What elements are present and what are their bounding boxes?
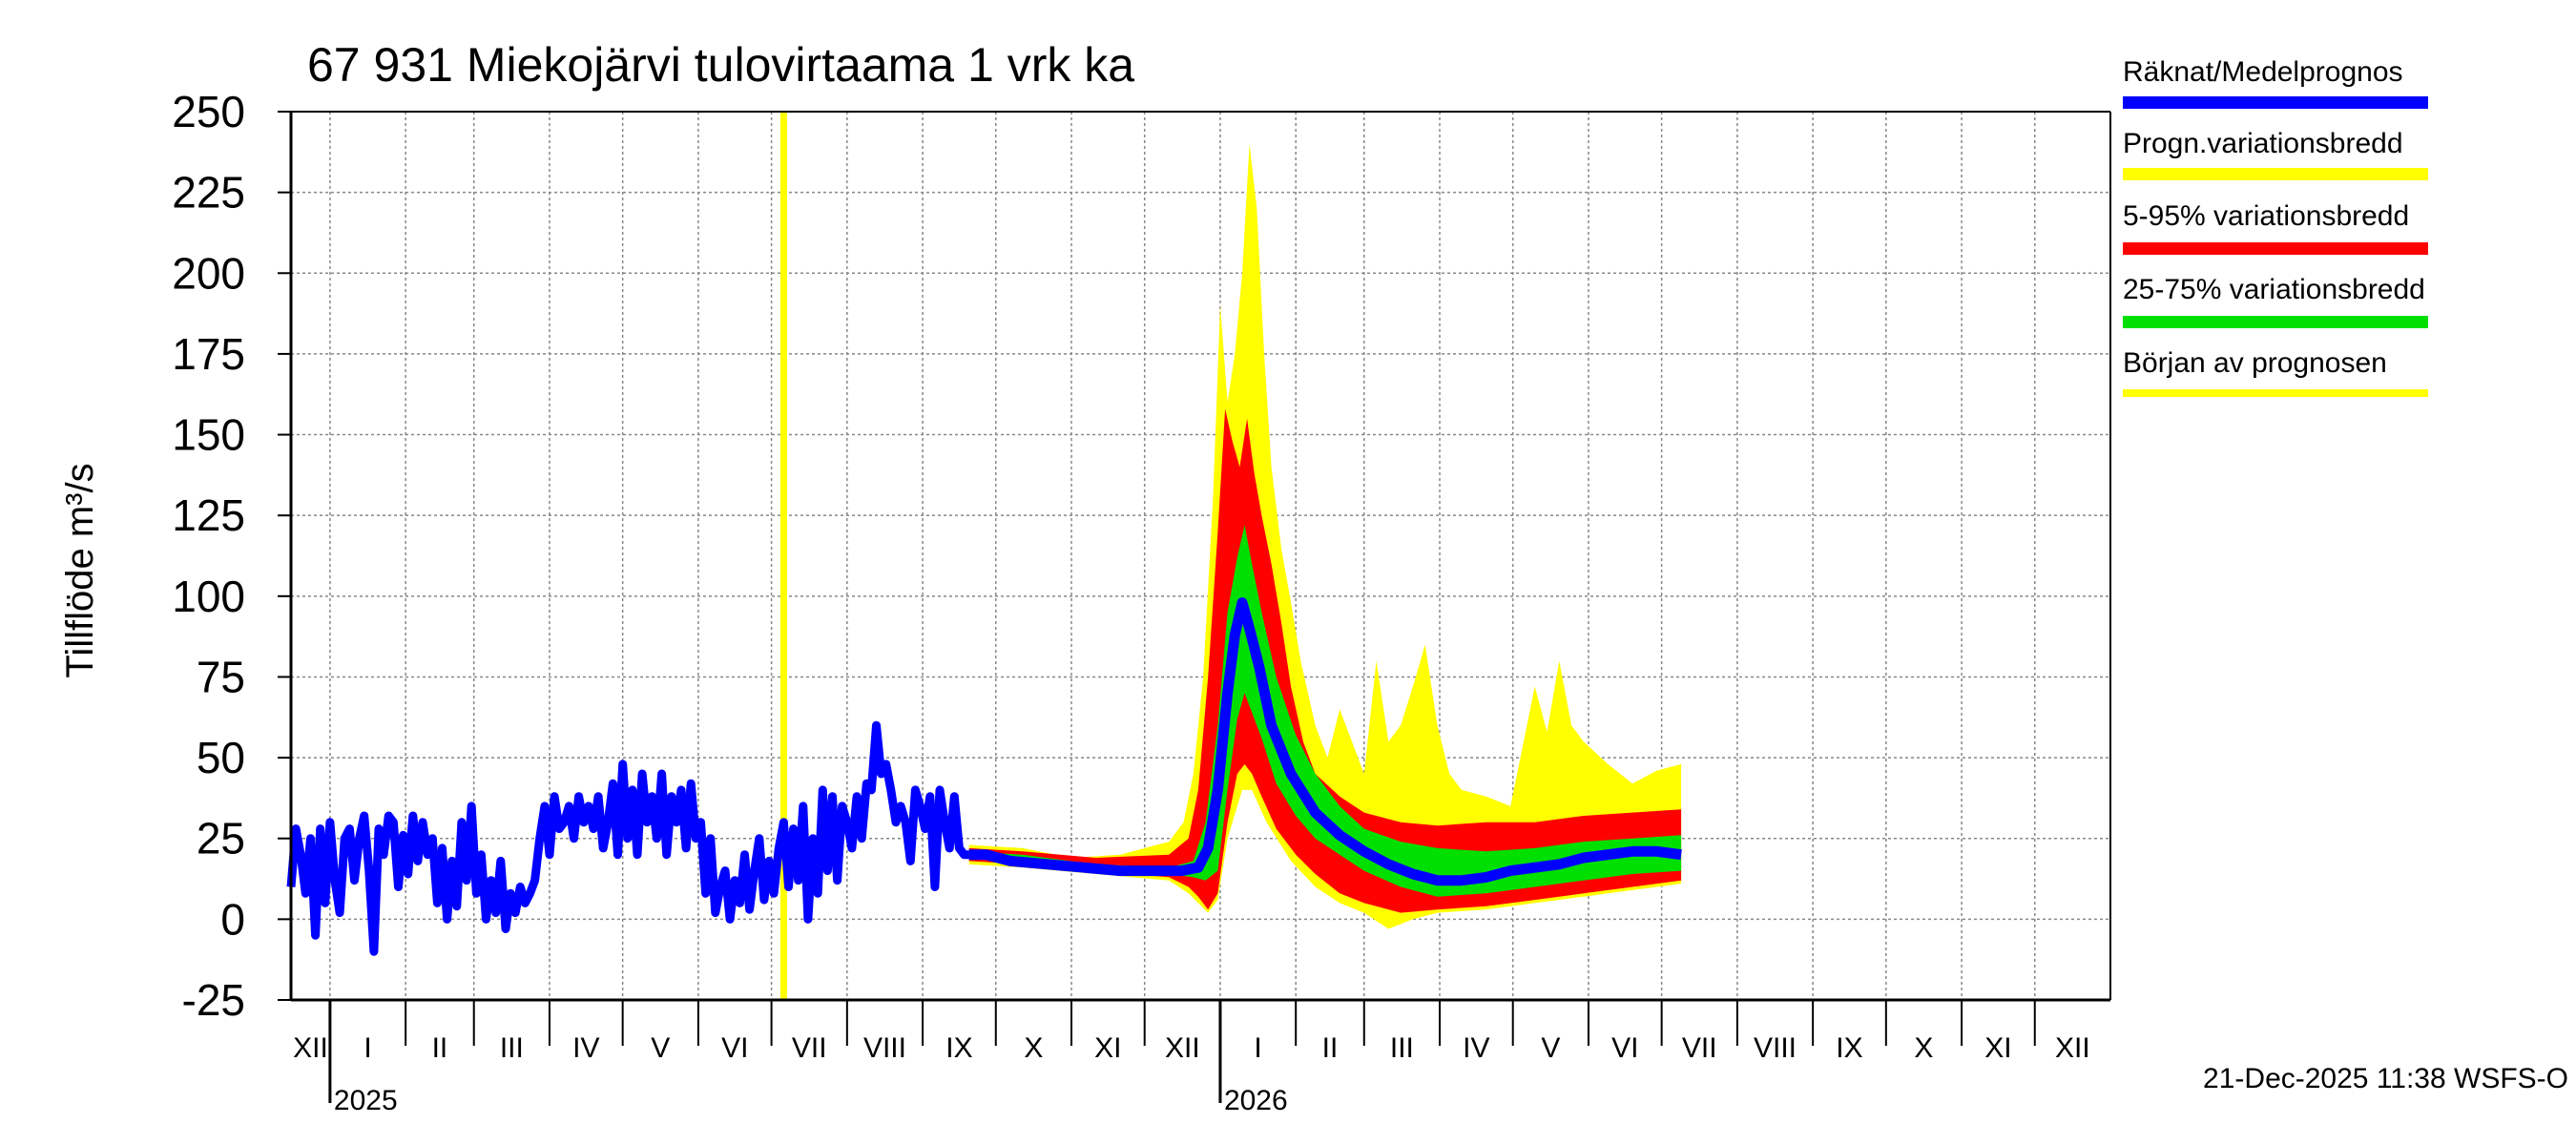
footer-timestamp: 21-Dec-2025 11:38 WSFS-O (2203, 1063, 2568, 1094)
forecast-mean-line (968, 597, 1682, 886)
y-tick-label: 100 (172, 572, 245, 621)
legend-label-5-95: 5-95% variationsbredd (2123, 200, 2409, 232)
y-tick-label: 125 (172, 490, 245, 540)
y-tick-label: 0 (220, 894, 245, 944)
series-lines (286, 112, 1682, 1000)
y-tick-labels: -25 0 25 50 75 100 125 150 175 200 225 250 (172, 87, 245, 1025)
month-label: VI (1611, 1032, 1638, 1064)
month-label: VI (721, 1032, 748, 1064)
year-label: 2026 (1224, 1085, 1288, 1116)
y-axis-label: Tillflöde m³/s (59, 463, 101, 677)
legend-swatch-forecast-start (2123, 389, 2428, 397)
month-label: III (500, 1032, 524, 1064)
month-label: X (1024, 1032, 1043, 1064)
y-tick-label: 25 (197, 814, 245, 864)
month-label: XII (293, 1032, 328, 1064)
month-label: IX (945, 1032, 972, 1064)
y-tick-label: 150 (172, 410, 245, 460)
month-label: XI (1094, 1032, 1121, 1064)
month-label: II (432, 1032, 448, 1064)
axes (278, 111, 2111, 1103)
month-label: VIII (863, 1032, 906, 1064)
month-label: VIII (1754, 1032, 1797, 1064)
y-tick-label: 250 (172, 87, 245, 136)
month-label: VII (1682, 1032, 1717, 1064)
month-label: XI (1984, 1032, 2011, 1064)
month-label: XII (2055, 1032, 2090, 1064)
observed-line (286, 720, 969, 956)
legend-label-observed: Räknat/Medelprognos (2123, 56, 2403, 88)
month-label: II (1322, 1032, 1339, 1064)
month-label: V (651, 1032, 670, 1064)
y-tick-label: 175 (172, 329, 245, 379)
year-label: 2025 (334, 1085, 398, 1116)
legend-label-25-75: 25-75% variationsbredd (2123, 274, 2425, 305)
y-tick-label: 200 (172, 248, 245, 298)
legend-label-minmax: Progn.variationsbredd (2123, 128, 2403, 159)
y-tick-label: 225 (172, 168, 245, 218)
y-tick-label: 50 (197, 733, 245, 782)
month-label: I (364, 1032, 371, 1064)
legend-swatch-25-75 (2123, 316, 2428, 328)
month-label: IX (1836, 1032, 1862, 1064)
legend-swatch-observed (2123, 96, 2428, 109)
month-label: VII (792, 1032, 827, 1064)
legend-swatch-minmax (2123, 168, 2428, 180)
month-label: III (1390, 1032, 1414, 1064)
legend: Räknat/Medelprognos Progn.variationsbred… (2123, 56, 2428, 397)
month-label: IV (1463, 1032, 1489, 1064)
y-tick-label: 75 (197, 652, 245, 701)
y-tick-label: -25 (182, 975, 245, 1025)
legend-swatch-5-95 (2123, 242, 2428, 255)
month-label: XII (1165, 1032, 1200, 1064)
month-label: X (1914, 1032, 1933, 1064)
month-label: I (1254, 1032, 1261, 1064)
month-labels: XII I II III IV V VI VII VIII IX X XI XII I II III IV V VI… (293, 1032, 2090, 1116)
month-label: IV (572, 1032, 599, 1064)
chart-title: 67 931 Miekojärvi tulovirtaama 1 vrk ka (307, 38, 1134, 92)
legend-label-forecast-start: Början av prognosen (2123, 347, 2387, 379)
month-label: V (1541, 1032, 1560, 1064)
